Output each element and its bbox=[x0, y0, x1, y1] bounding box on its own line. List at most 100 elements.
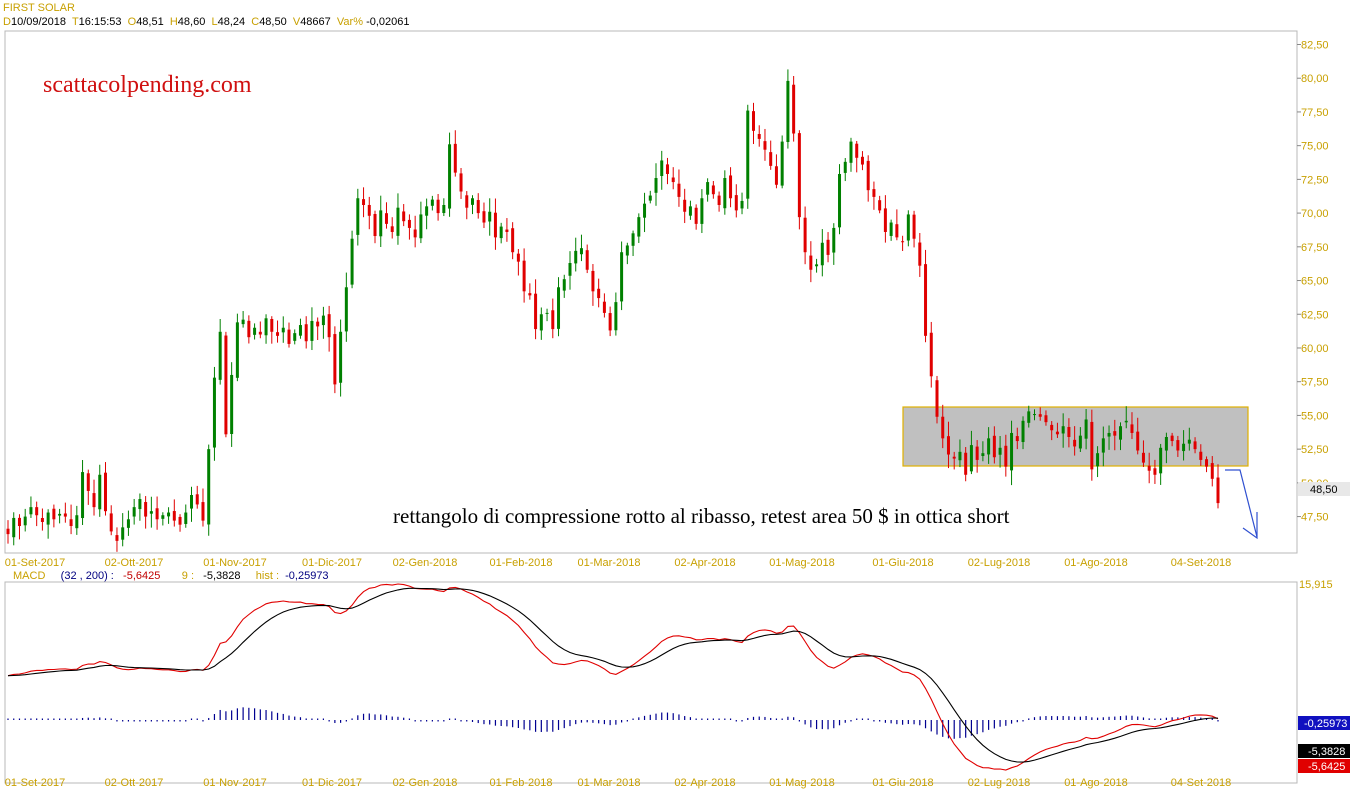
var-value: -0,02061 bbox=[366, 16, 410, 28]
candle bbox=[992, 426, 996, 464]
price-tick-label: 77,50 bbox=[1301, 107, 1329, 119]
hist-bar bbox=[1160, 718, 1162, 720]
x-tick-label: 01-Nov-2017 bbox=[203, 777, 267, 789]
x-tick-label: 02-Gen-2018 bbox=[393, 777, 458, 789]
hist-bar bbox=[1039, 716, 1041, 720]
candle bbox=[103, 462, 107, 516]
candle bbox=[511, 222, 515, 260]
hist-bar bbox=[1131, 715, 1133, 720]
watermark: scattacolpending.com bbox=[43, 72, 252, 98]
candle bbox=[958, 439, 962, 468]
hist-bar bbox=[391, 716, 393, 720]
candle bbox=[1004, 434, 1008, 477]
candle bbox=[763, 128, 767, 161]
x-tick-label: 04-Set-2018 bbox=[1171, 777, 1232, 789]
hist-bar bbox=[724, 718, 726, 720]
hist-bar bbox=[643, 715, 646, 720]
hist-bar bbox=[219, 709, 221, 720]
hist-bar bbox=[271, 711, 273, 720]
candle bbox=[115, 527, 119, 552]
hist-bar bbox=[959, 720, 961, 739]
candle bbox=[402, 204, 406, 227]
hist-bar bbox=[884, 720, 886, 723]
candle bbox=[465, 191, 469, 220]
hist-bar bbox=[1051, 716, 1053, 720]
candle bbox=[883, 195, 887, 243]
candle bbox=[1187, 427, 1191, 451]
candle bbox=[516, 249, 520, 276]
hist-bar bbox=[139, 720, 141, 722]
price-tick-label: 55,00 bbox=[1301, 410, 1329, 422]
candle bbox=[620, 241, 624, 311]
hist-bar bbox=[999, 720, 1001, 727]
candle bbox=[1159, 443, 1163, 485]
candle bbox=[585, 244, 589, 274]
candle bbox=[350, 230, 354, 289]
hist-bar bbox=[1182, 717, 1185, 720]
low-label: L bbox=[211, 16, 218, 28]
price-plot-frame bbox=[4, 30, 1298, 554]
hist-bar bbox=[7, 718, 9, 720]
low-value: 48,24 bbox=[217, 16, 246, 28]
price-chart[interactable]: scattacolpending.com rettangolo di compr… bbox=[0, 0, 1352, 570]
candle bbox=[528, 283, 532, 300]
hist-bar bbox=[1137, 716, 1139, 720]
candle bbox=[987, 427, 991, 464]
macd-chart[interactable]: 15,915 -0,25973 -5,3828 -5,6425 01-Set-2… bbox=[0, 570, 1352, 800]
candle bbox=[522, 248, 526, 303]
hist-bar bbox=[340, 720, 342, 723]
candle bbox=[729, 167, 733, 208]
hist-bar bbox=[1091, 717, 1093, 720]
candle bbox=[241, 311, 245, 328]
hist-legend-value: -0,25973 bbox=[285, 570, 329, 582]
hist-bar bbox=[59, 718, 61, 720]
candle bbox=[356, 188, 360, 246]
hist-bar bbox=[116, 720, 118, 722]
hist-bar bbox=[838, 720, 841, 726]
candle bbox=[367, 196, 371, 230]
candle bbox=[413, 215, 417, 248]
hist-bar bbox=[770, 717, 772, 720]
hist-bar bbox=[856, 718, 858, 720]
hist-bar bbox=[810, 720, 812, 728]
hist-bar bbox=[861, 718, 864, 720]
hist-bar bbox=[592, 720, 594, 723]
hist-bar bbox=[122, 720, 124, 722]
hist-bar bbox=[443, 720, 445, 722]
hist-bar bbox=[1056, 716, 1059, 720]
hist-bar bbox=[580, 720, 583, 723]
hist-bar bbox=[534, 720, 537, 732]
candle bbox=[121, 513, 125, 547]
candle bbox=[797, 130, 801, 230]
candle bbox=[1119, 422, 1123, 451]
x-tick-label: 02-Ott-2017 bbox=[105, 557, 164, 569]
candle bbox=[1210, 456, 1214, 487]
candle bbox=[941, 404, 945, 449]
candle bbox=[298, 318, 302, 339]
hist-bar bbox=[661, 712, 663, 720]
hist-bar bbox=[196, 718, 198, 720]
hist-bar bbox=[615, 720, 617, 725]
hist-bar bbox=[701, 718, 703, 720]
time-value: 16:15:53 bbox=[78, 16, 122, 28]
hist-value-box bbox=[1298, 716, 1350, 730]
candle bbox=[247, 315, 251, 344]
hist-bar bbox=[288, 715, 290, 720]
hist-bar bbox=[741, 720, 743, 722]
hist-bar bbox=[362, 713, 365, 720]
x-tick-label: 01-Feb-2018 bbox=[490, 557, 553, 569]
candle bbox=[339, 319, 343, 397]
candle bbox=[878, 195, 882, 214]
candle bbox=[1182, 430, 1186, 461]
hist-bar bbox=[678, 714, 680, 720]
close-value: 48,50 bbox=[259, 16, 287, 28]
hist-bar bbox=[150, 720, 152, 722]
arrow-head bbox=[1242, 512, 1258, 540]
candle bbox=[671, 167, 675, 190]
candle bbox=[373, 210, 377, 244]
hist-bar bbox=[575, 720, 577, 725]
candle bbox=[327, 305, 331, 352]
hist-bar bbox=[867, 718, 869, 720]
hist-bar bbox=[563, 720, 565, 729]
x-tick-label: 01-Giu-2018 bbox=[872, 777, 933, 789]
